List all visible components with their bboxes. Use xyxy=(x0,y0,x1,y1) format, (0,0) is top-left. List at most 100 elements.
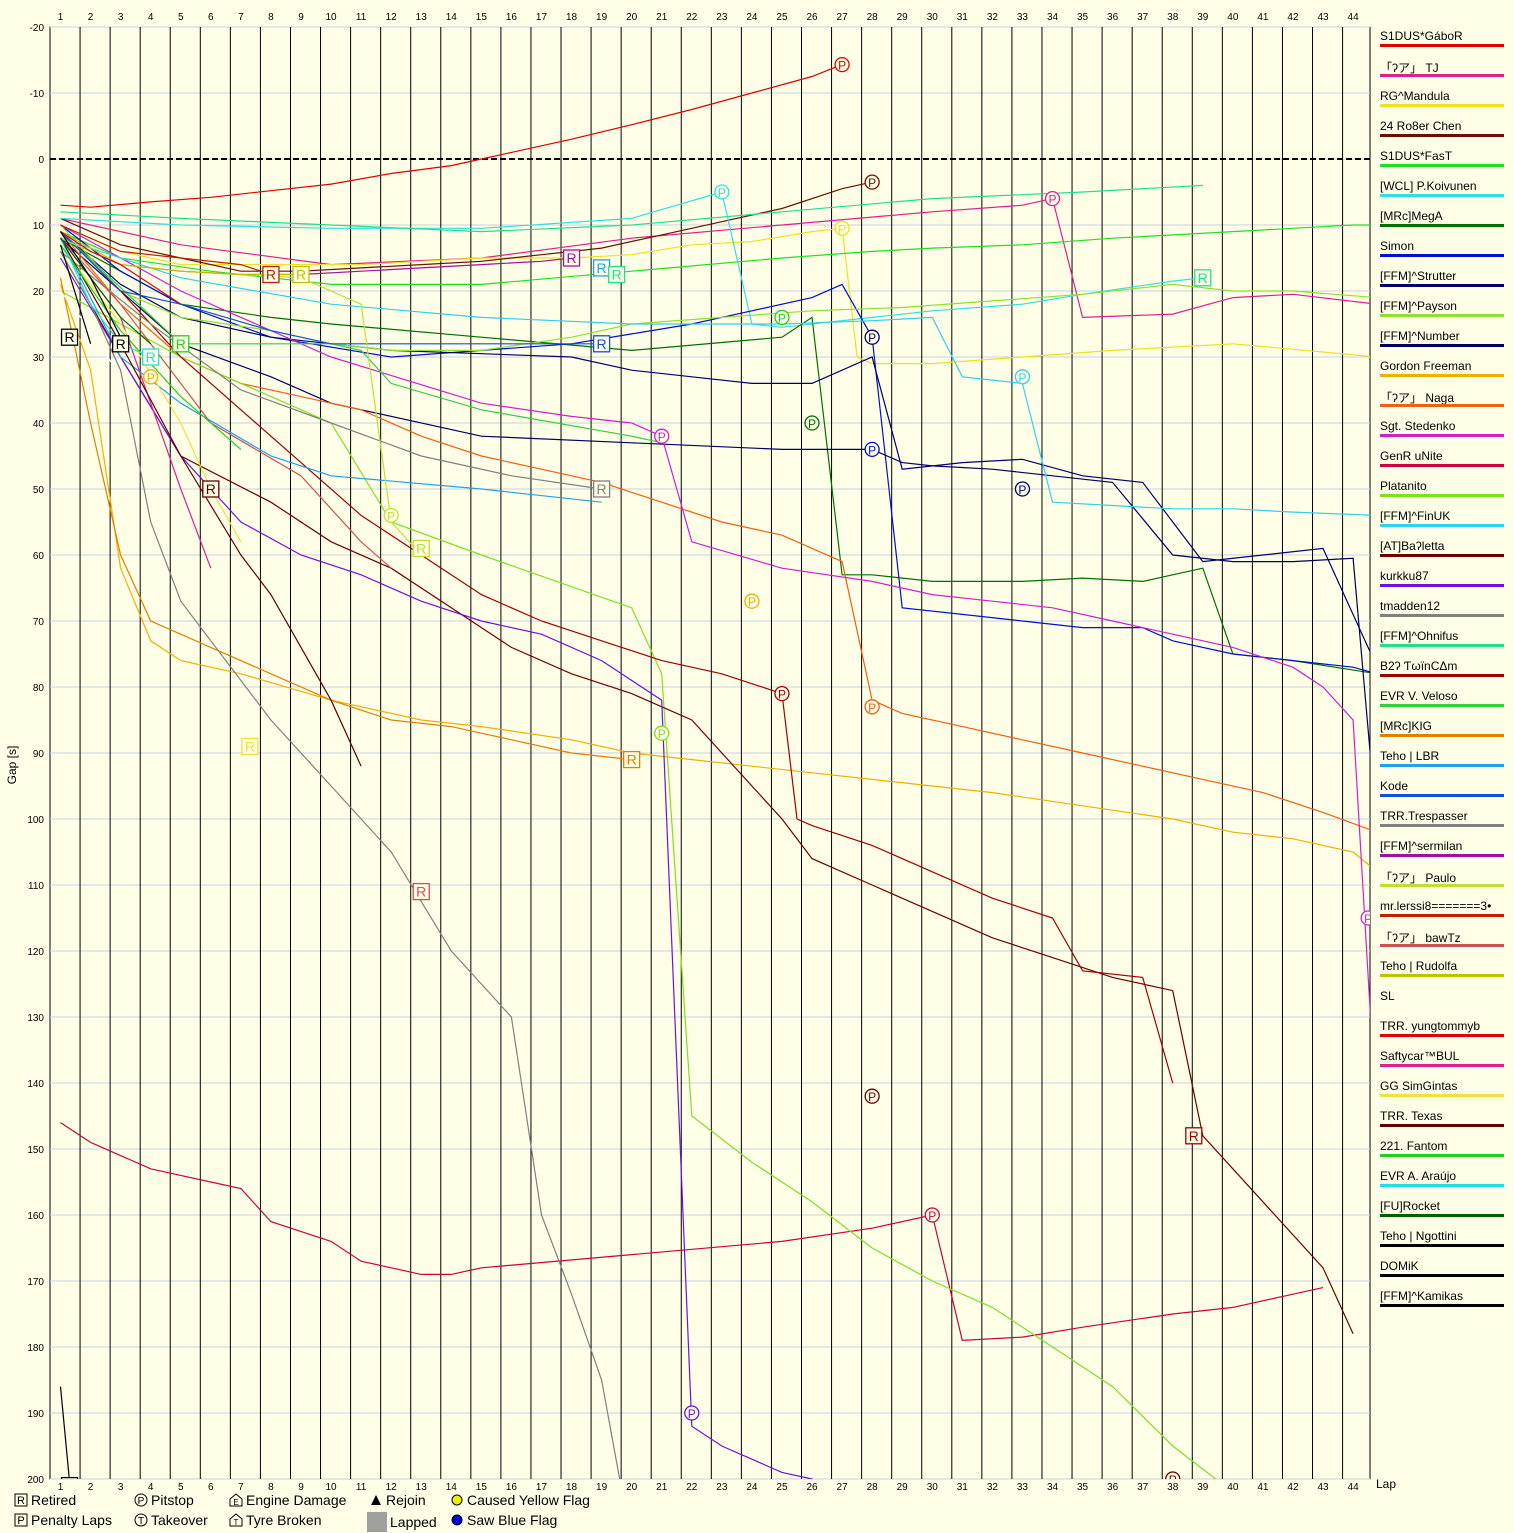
x-tick-label-top: 22 xyxy=(686,12,698,23)
retired-box xyxy=(1185,1127,1203,1145)
x-tick-label-bottom: 13 xyxy=(416,1482,428,1493)
svg-text:P: P xyxy=(138,1496,145,1507)
key-pitstop: P Pitstop xyxy=(134,1492,194,1508)
pitstop-marker: P xyxy=(774,685,790,702)
x-tick-label-top: 38 xyxy=(1167,12,1179,23)
marker-letter: P xyxy=(688,1407,696,1421)
series-line-7 xyxy=(60,237,1370,674)
x-tick-label-bottom: 24 xyxy=(746,1482,758,1493)
key-tyre-broken-label: Tyre Broken xyxy=(246,1512,322,1528)
key-retired-label: Retired xyxy=(31,1492,77,1508)
x-tick-label-bottom: 25 xyxy=(776,1482,788,1493)
x-tick-label-top: 1 xyxy=(58,12,64,23)
pitstop-circle xyxy=(804,415,820,431)
marker-letter: R xyxy=(176,336,186,352)
legend-item: [FU]Rocket xyxy=(1376,1195,1508,1225)
retired-marker: R xyxy=(412,539,430,558)
series-line-1 xyxy=(60,64,843,208)
series-line-2 xyxy=(60,197,1370,319)
marker-letter: P xyxy=(658,727,666,741)
x-tick-label-bottom: 39 xyxy=(1197,1482,1209,1493)
legend-swatch xyxy=(1380,524,1504,527)
pitstop-marker: P xyxy=(834,220,850,236)
retired-marker: R xyxy=(623,750,641,769)
y-tick-label: 90 xyxy=(33,749,45,760)
legend-swatch xyxy=(1380,614,1504,617)
lapped-swatch-icon xyxy=(367,1512,387,1532)
rejoin-icon xyxy=(371,1495,381,1505)
x-tick-label-bottom: 28 xyxy=(867,1482,879,1493)
legend-label: [MRc]MegA xyxy=(1380,209,1443,223)
x-tick-label-top: 32 xyxy=(987,12,999,23)
x-tick-label-bottom: 29 xyxy=(897,1482,909,1493)
retired-marker: R xyxy=(592,335,611,353)
legend-label: 「ʔア」 bawTz xyxy=(1380,931,1461,945)
legend-swatch xyxy=(1380,1184,1504,1187)
series-line-9 xyxy=(60,231,1370,654)
x-tick-label-top: 24 xyxy=(746,12,758,23)
legend-item: 221. Fantom xyxy=(1376,1135,1508,1165)
retired-box xyxy=(412,882,430,901)
legend-label: EVR A. Araújo xyxy=(1380,1169,1457,1183)
legend-item: Teho | Ngottini xyxy=(1376,1225,1508,1255)
legend-item: B2ʔ ƬωїnCΔm xyxy=(1376,655,1508,685)
y-tick-label: 120 xyxy=(27,947,44,958)
legend-label: 「ʔア」 TJ xyxy=(1380,61,1439,75)
axes-layer: -20-100102030405060708090100110120130140… xyxy=(27,12,1359,1493)
marker-letter: P xyxy=(1169,1473,1177,1487)
x-tick-label-top: 30 xyxy=(927,12,939,23)
series-layer xyxy=(59,64,1370,1479)
pitstop-circle xyxy=(383,507,399,524)
x-tick-label-bottom: 37 xyxy=(1137,1482,1149,1493)
marker-letter: R xyxy=(627,752,637,768)
legend-swatch xyxy=(1380,644,1504,647)
marker-letter: R xyxy=(146,349,156,365)
legend-label: [FFM]^Strutter xyxy=(1380,269,1457,283)
legend-item: DOMiK xyxy=(1376,1255,1508,1285)
key-engine-damage-label: Engine Damage xyxy=(246,1492,347,1508)
series-line-24 xyxy=(59,277,632,761)
series-line-14 xyxy=(60,224,1370,1019)
legend-label: Simon xyxy=(1380,239,1415,253)
key-lapped-label: Lapped xyxy=(390,1514,437,1530)
x-tick-label-top: 16 xyxy=(506,12,518,23)
pitstop-marker: P xyxy=(1360,910,1370,926)
key-engine-damage: E Engine Damage xyxy=(229,1492,346,1508)
y-tick-label: 40 xyxy=(33,419,45,430)
x-tick-label-bottom: 34 xyxy=(1047,1482,1059,1493)
legend-label: SL xyxy=(1380,989,1395,1003)
legend-item: [FFM]^Strutter xyxy=(1376,265,1508,295)
pitstop-circle xyxy=(714,184,730,200)
legend-label: Platanito xyxy=(1380,479,1427,493)
legend-item: [FFM]^Number xyxy=(1376,325,1508,355)
retired-icon: R xyxy=(14,1493,28,1507)
x-tick-label-top: 39 xyxy=(1197,12,1209,23)
legend-swatch xyxy=(1380,74,1504,77)
marker-letter: P xyxy=(838,222,846,236)
retired-box xyxy=(202,480,220,498)
x-tick-label-top: 3 xyxy=(118,12,124,23)
legend-label: GG SimGintas xyxy=(1380,1079,1458,1093)
legend-swatch xyxy=(1380,284,1504,287)
y-tick-label: 140 xyxy=(27,1079,44,1090)
x-tick-label-bottom: 14 xyxy=(446,1482,458,1493)
legend-label: [FU]Rocket xyxy=(1380,1199,1441,1213)
y-tick-label: 30 xyxy=(33,353,45,364)
x-tick-label-top: 44 xyxy=(1348,12,1360,23)
x-tick-label-bottom: 33 xyxy=(1017,1482,1029,1493)
legend-label: Sgt. Stedenko xyxy=(1380,419,1456,433)
y-tick-label: 20 xyxy=(33,287,45,298)
key-retired: R Retired xyxy=(14,1492,76,1508)
x-tick-label-bottom: 43 xyxy=(1317,1482,1329,1493)
key-pitstop-label: Pitstop xyxy=(151,1492,194,1508)
retired-box xyxy=(592,480,611,498)
legend-swatch xyxy=(1380,194,1504,197)
y-tick-label: 130 xyxy=(27,1013,44,1024)
x-tick-label-top: 2 xyxy=(88,12,94,23)
retired-marker: R xyxy=(592,480,611,498)
marker-letter: R xyxy=(416,884,426,900)
legend-label: tmadden12 xyxy=(1380,599,1441,613)
legend-label: Teho | Ngottini xyxy=(1380,1229,1457,1243)
takeover-icon: T xyxy=(134,1513,148,1527)
marker-letter: P xyxy=(718,186,726,200)
